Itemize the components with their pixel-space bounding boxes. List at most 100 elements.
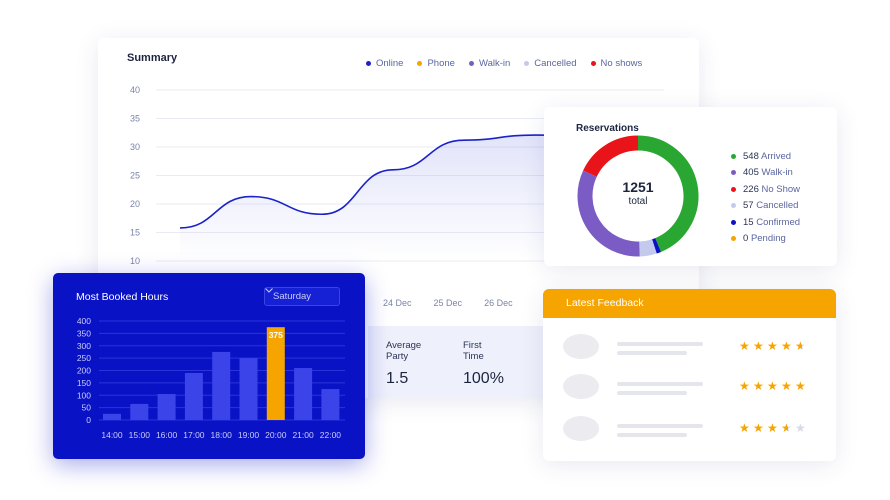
reservations-card: Reservations 1251 total 548 Arrived 405 … — [544, 107, 837, 266]
legend-dot — [731, 236, 736, 242]
stat-label: First Time — [463, 340, 484, 362]
res-legend-arrived[interactable]: 548 Arrived — [731, 148, 800, 165]
legend-dot — [731, 219, 736, 225]
y-tick-label: 15 — [130, 228, 140, 238]
legend-dot — [590, 61, 596, 66]
latest-feedback-card: Latest Feedback ★ ★ ★ ★ ★ ★ ★ ★ ★ ★ ★ ★ ★ ★ ★ — [543, 289, 836, 461]
donut-slice-walk-in — [577, 170, 640, 257]
bar-20:00 — [266, 327, 285, 420]
legend-dot — [468, 61, 474, 66]
star-half-icon: ★ — [795, 339, 809, 353]
legend-label: Walk-in — [478, 58, 511, 69]
stat-value: 100% — [463, 370, 504, 387]
star-half-icon: ★ — [781, 421, 795, 435]
day-select[interactable]: Saturday — [264, 287, 340, 306]
series-line-online — [179, 134, 607, 229]
star-full-icon: ★ — [767, 339, 778, 353]
booked-title: Most Booked Hours — [76, 291, 169, 303]
star-full-icon: ★ — [767, 421, 778, 435]
donut-slice-cancelled — [639, 239, 657, 257]
y-tick-label: 30 — [130, 142, 140, 152]
res-label: Pending — [750, 233, 786, 245]
bar-19:00 — [239, 358, 258, 420]
donut-slice-arrived — [637, 135, 699, 252]
stat-value: 1.5 — [386, 370, 409, 387]
legend-dot — [731, 170, 736, 176]
stat-average-party: Average Party 1.5 — [386, 340, 446, 388]
star-full-icon: ★ — [753, 379, 764, 393]
feedback-item[interactable]: ★ ★ ★ ★ ★ — [563, 416, 823, 444]
star-rating: ★ ★ ★ ★ ★ — [739, 421, 809, 435]
res-label: Confirmed — [756, 216, 801, 228]
x-date-label: 24 Dec — [383, 298, 412, 308]
res-count: 226 — [743, 183, 759, 195]
y-tick-label: 20 — [130, 199, 140, 209]
res-legend-cancelled[interactable]: 57 Cancelled — [731, 198, 800, 215]
summary-legend: Online Phone Walk-in Cancelled No shows — [366, 58, 642, 69]
y-tick-label: 400 — [77, 316, 91, 326]
res-legend-no-show[interactable]: 226 No Show — [731, 181, 800, 198]
y-tick-label: 350 — [77, 328, 91, 338]
y-tick-label: 50 — [82, 403, 92, 413]
bar-14:00 — [103, 413, 121, 420]
reservations-legend: 548 Arrived 405 Walk-in 226 No Show 57 C… — [731, 148, 800, 247]
y-tick-label: 100 — [77, 390, 91, 400]
x-tick-label: 15:00 — [129, 430, 151, 440]
res-legend-walk-in[interactable]: 405 Walk-in — [731, 165, 800, 182]
x-date-label: 26 Dec — [484, 298, 513, 308]
star-full-icon: ★ — [739, 379, 750, 393]
donut-slice-no-show — [583, 135, 639, 178]
x-tick-label: 21:00 — [292, 430, 314, 440]
star-full-icon: ★ — [781, 339, 792, 353]
donut-center: 1251 total — [598, 179, 678, 207]
text-placeholder — [617, 342, 703, 346]
text-placeholder — [617, 351, 687, 355]
y-tick-label: 35 — [130, 114, 140, 124]
legend-item-phone[interactable]: Phone — [417, 58, 455, 69]
legend-item-cancelled[interactable]: Cancelled — [524, 58, 577, 69]
avatar — [563, 374, 599, 399]
legend-dot — [417, 61, 423, 66]
res-legend-pending[interactable]: 0 Pending — [731, 231, 800, 248]
donut-total: 1251 — [622, 179, 654, 195]
feedback-item[interactable]: ★ ★ ★ ★ ★ — [563, 374, 823, 402]
star-rating: ★ ★ ★ ★ ★ — [739, 379, 809, 393]
x-tick-label: 19:00 — [238, 430, 260, 440]
bar-18:00 — [212, 351, 231, 420]
res-legend-confirmed[interactable]: 15 Confirmed — [731, 214, 800, 231]
feedback-header: Latest Feedback — [543, 289, 836, 318]
feedback-item[interactable]: ★ ★ ★ ★ ★ — [563, 334, 823, 362]
bar-15:00 — [130, 403, 149, 420]
y-tick-label: 0 — [86, 415, 91, 425]
stat-first-time: First Time 100% — [463, 340, 504, 388]
legend-dot — [366, 61, 371, 66]
y-tick-label: 25 — [130, 171, 140, 181]
res-label: Walk-in — [761, 167, 793, 179]
donut-slice-confirmed — [651, 238, 661, 254]
text-placeholder — [617, 391, 687, 395]
legend-item-walk-in[interactable]: Walk-in — [468, 58, 511, 69]
res-count: 15 — [743, 216, 754, 228]
y-tick-label: 250 — [77, 353, 91, 363]
star-full-icon: ★ — [795, 379, 806, 393]
x-tick-label: 20:00 — [265, 430, 287, 440]
series-area-online — [180, 135, 606, 261]
legend-item-online[interactable]: Online — [366, 58, 403, 69]
legend-item-no-shows[interactable]: No shows — [590, 58, 642, 69]
y-tick-label: 10 — [130, 256, 140, 266]
star-empty-icon: ★ — [795, 421, 806, 435]
avatar — [563, 334, 599, 359]
x-date-label: 25 Dec — [433, 298, 463, 308]
star-full-icon: ★ — [767, 379, 778, 393]
summary-x-dates: 24 Dec 25 Dec 26 Dec — [383, 298, 513, 308]
res-count: 548 — [743, 150, 759, 162]
bar-16:00 — [157, 394, 176, 420]
res-label: Cancelled — [756, 200, 799, 212]
legend-dot — [731, 186, 736, 192]
x-tick-label: 17:00 — [183, 430, 205, 440]
x-tick-label: 16:00 — [156, 430, 178, 440]
most-booked-hours-card: Most Booked Hours Saturday 400 350 300 250 2… — [53, 273, 365, 459]
reservations-donut — [577, 135, 699, 257]
legend-dot — [731, 203, 736, 209]
